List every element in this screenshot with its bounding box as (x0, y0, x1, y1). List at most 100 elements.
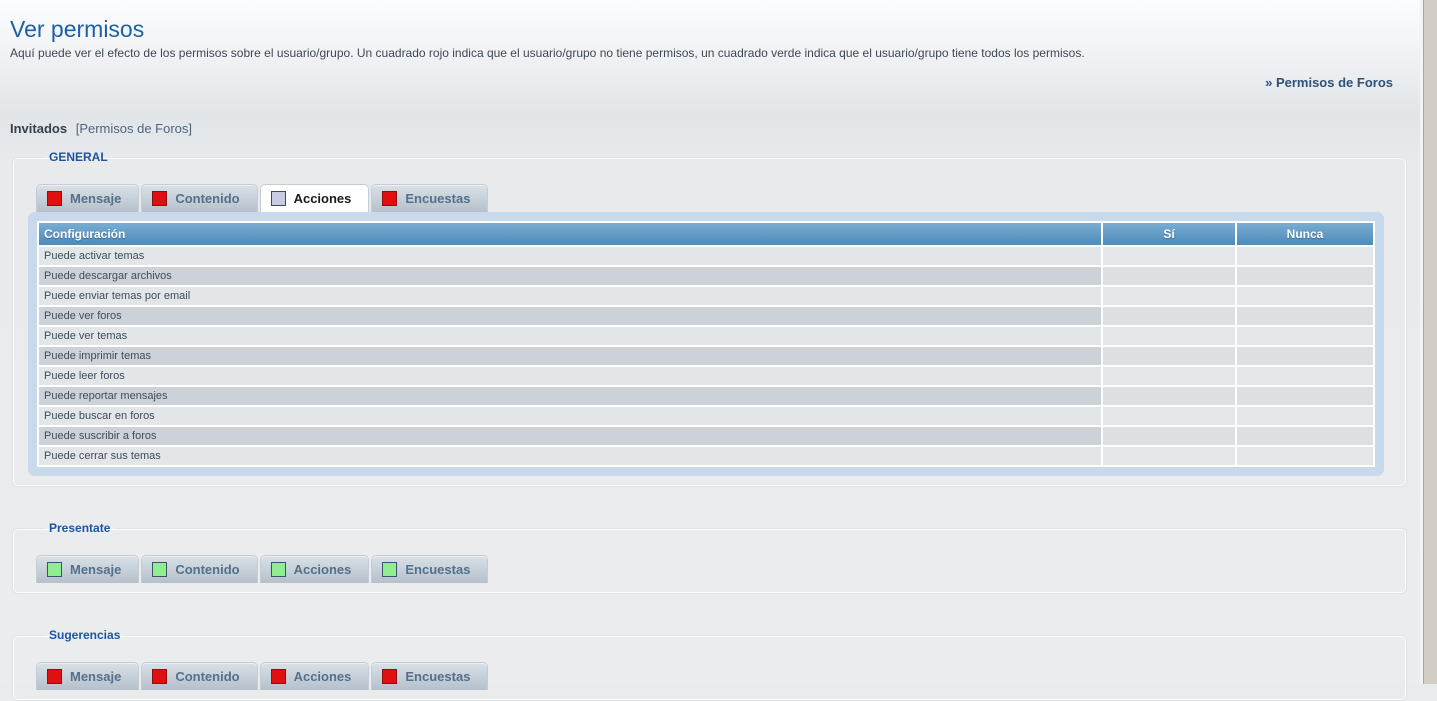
si-cell (1103, 367, 1235, 385)
si-cell (1103, 427, 1235, 445)
denied-square-icon (47, 669, 62, 684)
tab-contenido[interactable]: Contenido (141, 555, 258, 583)
sugerencias-legend: Sugerencias (49, 628, 121, 642)
permission-row: Puede suscribir a foros (39, 427, 1373, 445)
nunca-cell (1237, 427, 1373, 445)
permission-row: Puede ver foros (39, 307, 1373, 325)
column-header-configuracion: Configuración (39, 223, 1101, 245)
tab-label: Mensaje (70, 191, 122, 206)
si-cell (1103, 287, 1235, 305)
permission-row: Puede enviar temas por email (39, 287, 1373, 305)
granted-square-icon (270, 562, 286, 577)
tab-encuestas[interactable]: Encuestas (371, 555, 489, 583)
tab-encuestas[interactable]: Encuestas (371, 662, 489, 690)
permission-row: Puede buscar en foros (39, 407, 1373, 425)
presentate-legend: Presentate (49, 521, 111, 535)
custom-square-icon (270, 191, 286, 206)
granted-square-icon (47, 562, 62, 577)
tab-mensaje[interactable]: Mensaje (36, 555, 140, 583)
tab-label: Encuestas (405, 562, 471, 577)
nunca-cell (1237, 247, 1373, 265)
si-cell (1103, 267, 1235, 285)
tab-contenido[interactable]: Contenido (141, 184, 258, 212)
denied-square-icon (382, 191, 398, 206)
general-legend: GENERAL (49, 150, 108, 164)
permission-label: Puede ver foros (39, 307, 1101, 325)
tab-label: Acciones (293, 669, 352, 684)
permission-label: Puede reportar mensajes (39, 387, 1101, 405)
page-edge-strip (1423, 0, 1437, 684)
sugerencias-fieldset: Sugerencias Mensaje Contenido Acciones Encu… (12, 628, 1407, 701)
tab-acciones[interactable]: Acciones (259, 555, 370, 583)
permission-row: Puede descargar archivos (39, 267, 1373, 285)
si-cell (1103, 307, 1235, 325)
permission-row: Puede reportar mensajes (39, 387, 1373, 405)
si-cell (1103, 327, 1235, 345)
nunca-cell (1237, 287, 1373, 305)
tab-contenido[interactable]: Contenido (141, 662, 258, 690)
tab-label: Contenido (175, 562, 240, 577)
sugerencias-tab-bar: Mensaje Contenido Acciones Encuestas (36, 662, 1392, 690)
permission-label: Puede cerrar sus temas (39, 447, 1101, 465)
permission-row: Puede cerrar sus temas (39, 447, 1373, 465)
tab-label: Contenido (175, 669, 240, 684)
nunca-cell (1237, 387, 1373, 405)
tab-label: Encuestas (405, 669, 471, 684)
permissions-table-panel: Configuración Sí Nunca Puede activar tem… (28, 212, 1384, 476)
presentate-fieldset: Presentate Mensaje Contenido Acciones Encue… (12, 521, 1407, 594)
subject-name: Invitados (10, 121, 68, 136)
nunca-cell (1237, 367, 1373, 385)
table-header-row: Configuración Sí Nunca (39, 223, 1373, 245)
granted-square-icon (382, 562, 398, 577)
nunca-cell (1237, 307, 1373, 325)
permission-label: Puede enviar temas por email (39, 287, 1101, 305)
denied-square-icon (152, 191, 168, 206)
forum-permissions-link[interactable]: » Permisos de Foros (1265, 75, 1393, 90)
si-cell (1103, 407, 1235, 425)
permission-row: Puede leer foros (39, 367, 1373, 385)
permission-label: Puede descargar archivos (39, 267, 1101, 285)
breadcrumb: » Permisos de Foros (0, 74, 1421, 91)
granted-square-icon (152, 562, 168, 577)
tab-acciones[interactable]: Acciones (259, 184, 370, 212)
tab-mensaje[interactable]: Mensaje (36, 184, 140, 212)
tab-encuestas[interactable]: Encuestas (371, 184, 489, 212)
permission-label: Puede leer foros (39, 367, 1101, 385)
tab-label: Mensaje (70, 669, 122, 684)
tab-label: Acciones (293, 191, 352, 206)
permission-label: Puede activar temas (39, 247, 1101, 265)
denied-square-icon (47, 191, 62, 206)
permission-label: Puede suscribir a foros (39, 427, 1101, 445)
page-title: Ver permisos (10, 16, 145, 42)
permission-row: Puede activar temas (39, 247, 1373, 265)
permission-row: Puede ver temas (39, 327, 1373, 345)
nunca-cell (1237, 327, 1373, 345)
si-cell (1103, 447, 1235, 465)
column-header-si: Sí (1103, 223, 1235, 245)
tab-acciones[interactable]: Acciones (259, 662, 370, 690)
si-cell (1103, 387, 1235, 405)
tab-label: Acciones (293, 562, 352, 577)
subject-heading: Invitados [Permisos de Foros] (10, 121, 1421, 136)
nunca-cell (1237, 347, 1373, 365)
nunca-cell (1237, 267, 1373, 285)
tab-label: Encuestas (405, 191, 471, 206)
permission-label: Puede imprimir temas (39, 347, 1101, 365)
general-fieldset: GENERAL Mensaje Contenido Acciones Encuesta… (12, 150, 1407, 487)
permission-label: Puede ver temas (39, 327, 1101, 345)
nunca-cell (1237, 447, 1373, 465)
nunca-cell (1237, 407, 1373, 425)
presentate-tab-bar: Mensaje Contenido Acciones Encuestas (36, 555, 1392, 583)
permission-row: Puede imprimir temas (39, 347, 1373, 365)
column-header-nunca: Nunca (1237, 223, 1373, 245)
denied-square-icon (382, 669, 398, 684)
si-cell (1103, 247, 1235, 265)
tab-mensaje[interactable]: Mensaje (36, 662, 140, 690)
subject-scope: [Permisos de Foros] (75, 121, 193, 136)
denied-square-icon (152, 669, 168, 684)
tab-label: Contenido (175, 191, 240, 206)
tab-label: Mensaje (70, 562, 122, 577)
page-description: Aquí puede ver el efecto de los permisos… (10, 46, 1085, 60)
permissions-table: Configuración Sí Nunca Puede activar tem… (37, 221, 1375, 467)
